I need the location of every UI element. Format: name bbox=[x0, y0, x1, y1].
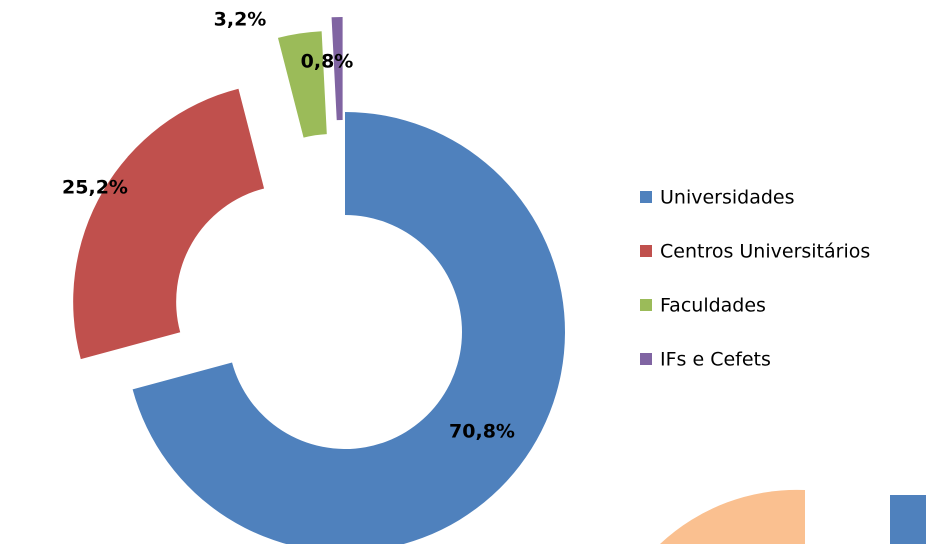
data-label: 25,2% bbox=[62, 177, 128, 199]
legend-swatch bbox=[640, 191, 652, 203]
legend-swatch bbox=[640, 245, 652, 257]
legend-label: Centros Universitários bbox=[660, 241, 870, 263]
legend-swatch bbox=[640, 353, 652, 365]
data-label: 3,2% bbox=[214, 9, 267, 31]
donut-slice bbox=[331, 17, 343, 121]
data-label: 0,8% bbox=[301, 51, 354, 73]
legend-swatch bbox=[640, 299, 652, 311]
background-shape bbox=[890, 495, 926, 544]
donut-slice bbox=[277, 31, 327, 138]
data-label: 70,8% bbox=[449, 421, 515, 443]
legend-label: Faculdades bbox=[660, 295, 766, 317]
donut-slice bbox=[132, 112, 565, 544]
donut-slice bbox=[73, 88, 265, 360]
legend-label: IFs e Cefets bbox=[660, 349, 771, 371]
background-shape bbox=[660, 489, 805, 544]
legend-label: Universidades bbox=[660, 187, 795, 209]
